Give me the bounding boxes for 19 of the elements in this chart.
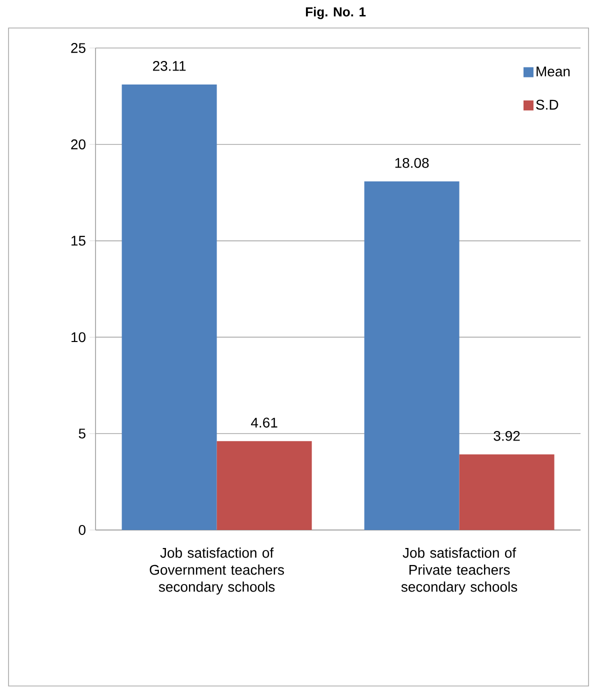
y-tick-label: 20 xyxy=(71,139,86,150)
x-tick-label: Job satisfaction of Government teachers secondary schools xyxy=(150,548,284,595)
y-tick-label: 10 xyxy=(72,332,86,342)
data-label: 23.11 xyxy=(153,60,186,71)
data-label: 18.08 xyxy=(396,158,429,168)
y-tick-label: 0 xyxy=(79,525,86,535)
bar xyxy=(122,84,218,530)
legend-label: Mean xyxy=(536,66,570,76)
legend-label: S.D xyxy=(536,100,558,110)
data-label: 3.92 xyxy=(494,430,520,441)
chart-title: Fig. No. 1 xyxy=(306,6,366,20)
bar xyxy=(217,441,312,530)
bar xyxy=(460,454,555,530)
y-tick-label: 15 xyxy=(72,236,86,246)
bar xyxy=(364,181,460,530)
data-label: 4.61 xyxy=(251,418,278,428)
y-tick-label: 25 xyxy=(71,43,86,53)
y-tick-label: 5 xyxy=(79,428,86,438)
x-tick-label: Job satisfaction of Private teachers secondary schools xyxy=(402,548,518,595)
